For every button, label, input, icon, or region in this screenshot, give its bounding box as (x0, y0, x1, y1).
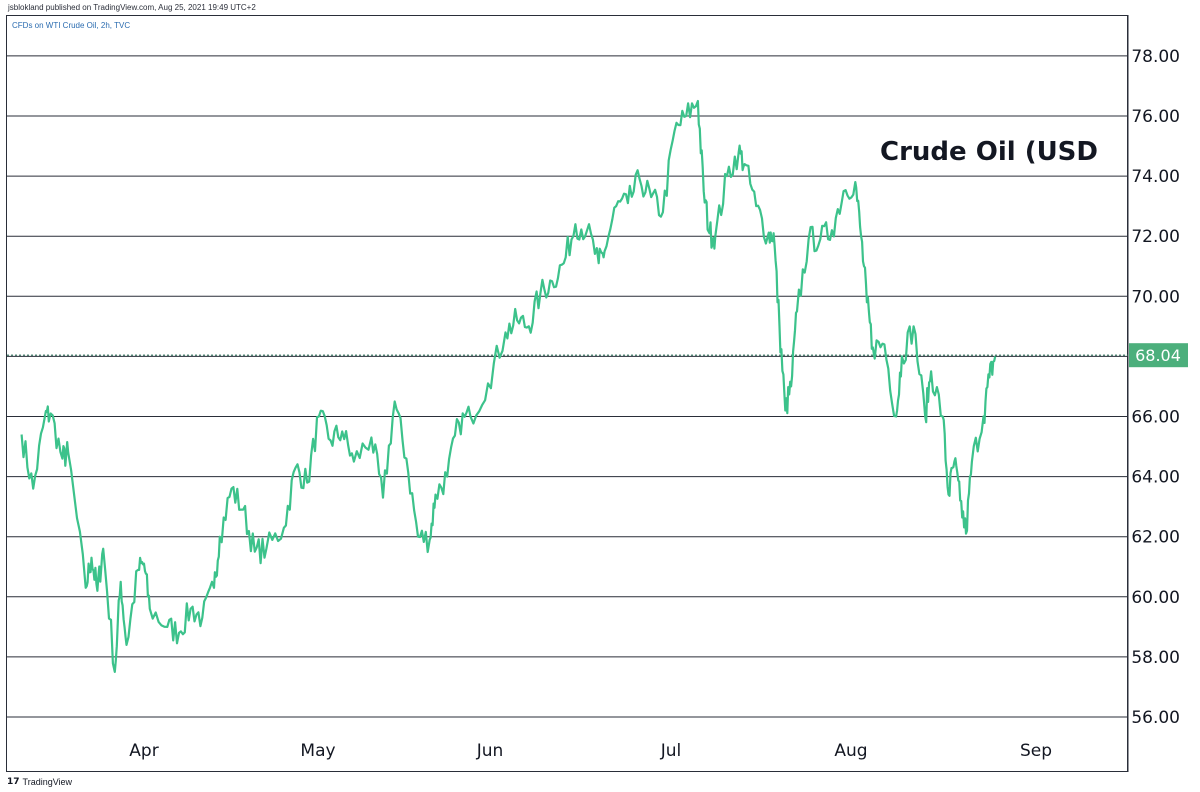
y-tick-label: 72.00 (1131, 227, 1180, 247)
price-axis[interactable]: 56.0058.0060.0062.0064.0066.0068.0070.00… (1131, 47, 1180, 728)
tradingview-logo-icon: 𝟭𝟳 (7, 776, 20, 786)
grid-lines (7, 55, 1127, 718)
y-tick-label: 76.00 (1131, 107, 1180, 127)
y-tick-label: 70.00 (1131, 287, 1180, 307)
x-tick-label: Jun (476, 741, 504, 761)
x-tick-label: Jul (660, 741, 682, 761)
x-tick-label: Sep (1020, 741, 1052, 761)
last-price-badge: 68.04 (1129, 343, 1188, 368)
x-tick-label: May (300, 741, 335, 761)
y-tick-label: 64.00 (1131, 468, 1180, 488)
chart-annotation: Crude Oil (USD (880, 137, 1098, 167)
time-axis[interactable]: Apr May Jun Jul Aug Sep (129, 741, 1052, 761)
y-tick-label: 62.00 (1131, 528, 1180, 548)
y-tick-label: 78.00 (1131, 47, 1180, 67)
price-series-line (20, 99, 997, 673)
tradingview-logo[interactable]: 𝟭𝟳 TradingView (7, 776, 72, 787)
x-tick-label: Apr (129, 741, 158, 761)
publish-info: jsblokland published on TradingView.com,… (8, 3, 256, 12)
last-price-box (1129, 343, 1188, 368)
last-price-label: 68.04 (1135, 346, 1181, 365)
y-tick-label: 58.00 (1131, 648, 1180, 668)
y-tick-label: 66.00 (1131, 408, 1180, 428)
y-tick-label: 60.00 (1131, 588, 1180, 608)
y-tick-label: 56.00 (1131, 708, 1180, 728)
x-tick-label: Aug (834, 741, 867, 761)
symbol-info: CFDs on WTI Crude Oil, 2h, TVC (12, 21, 131, 30)
y-tick-label: 74.00 (1131, 167, 1180, 187)
tradingview-logo-text: TradingView (22, 776, 73, 787)
